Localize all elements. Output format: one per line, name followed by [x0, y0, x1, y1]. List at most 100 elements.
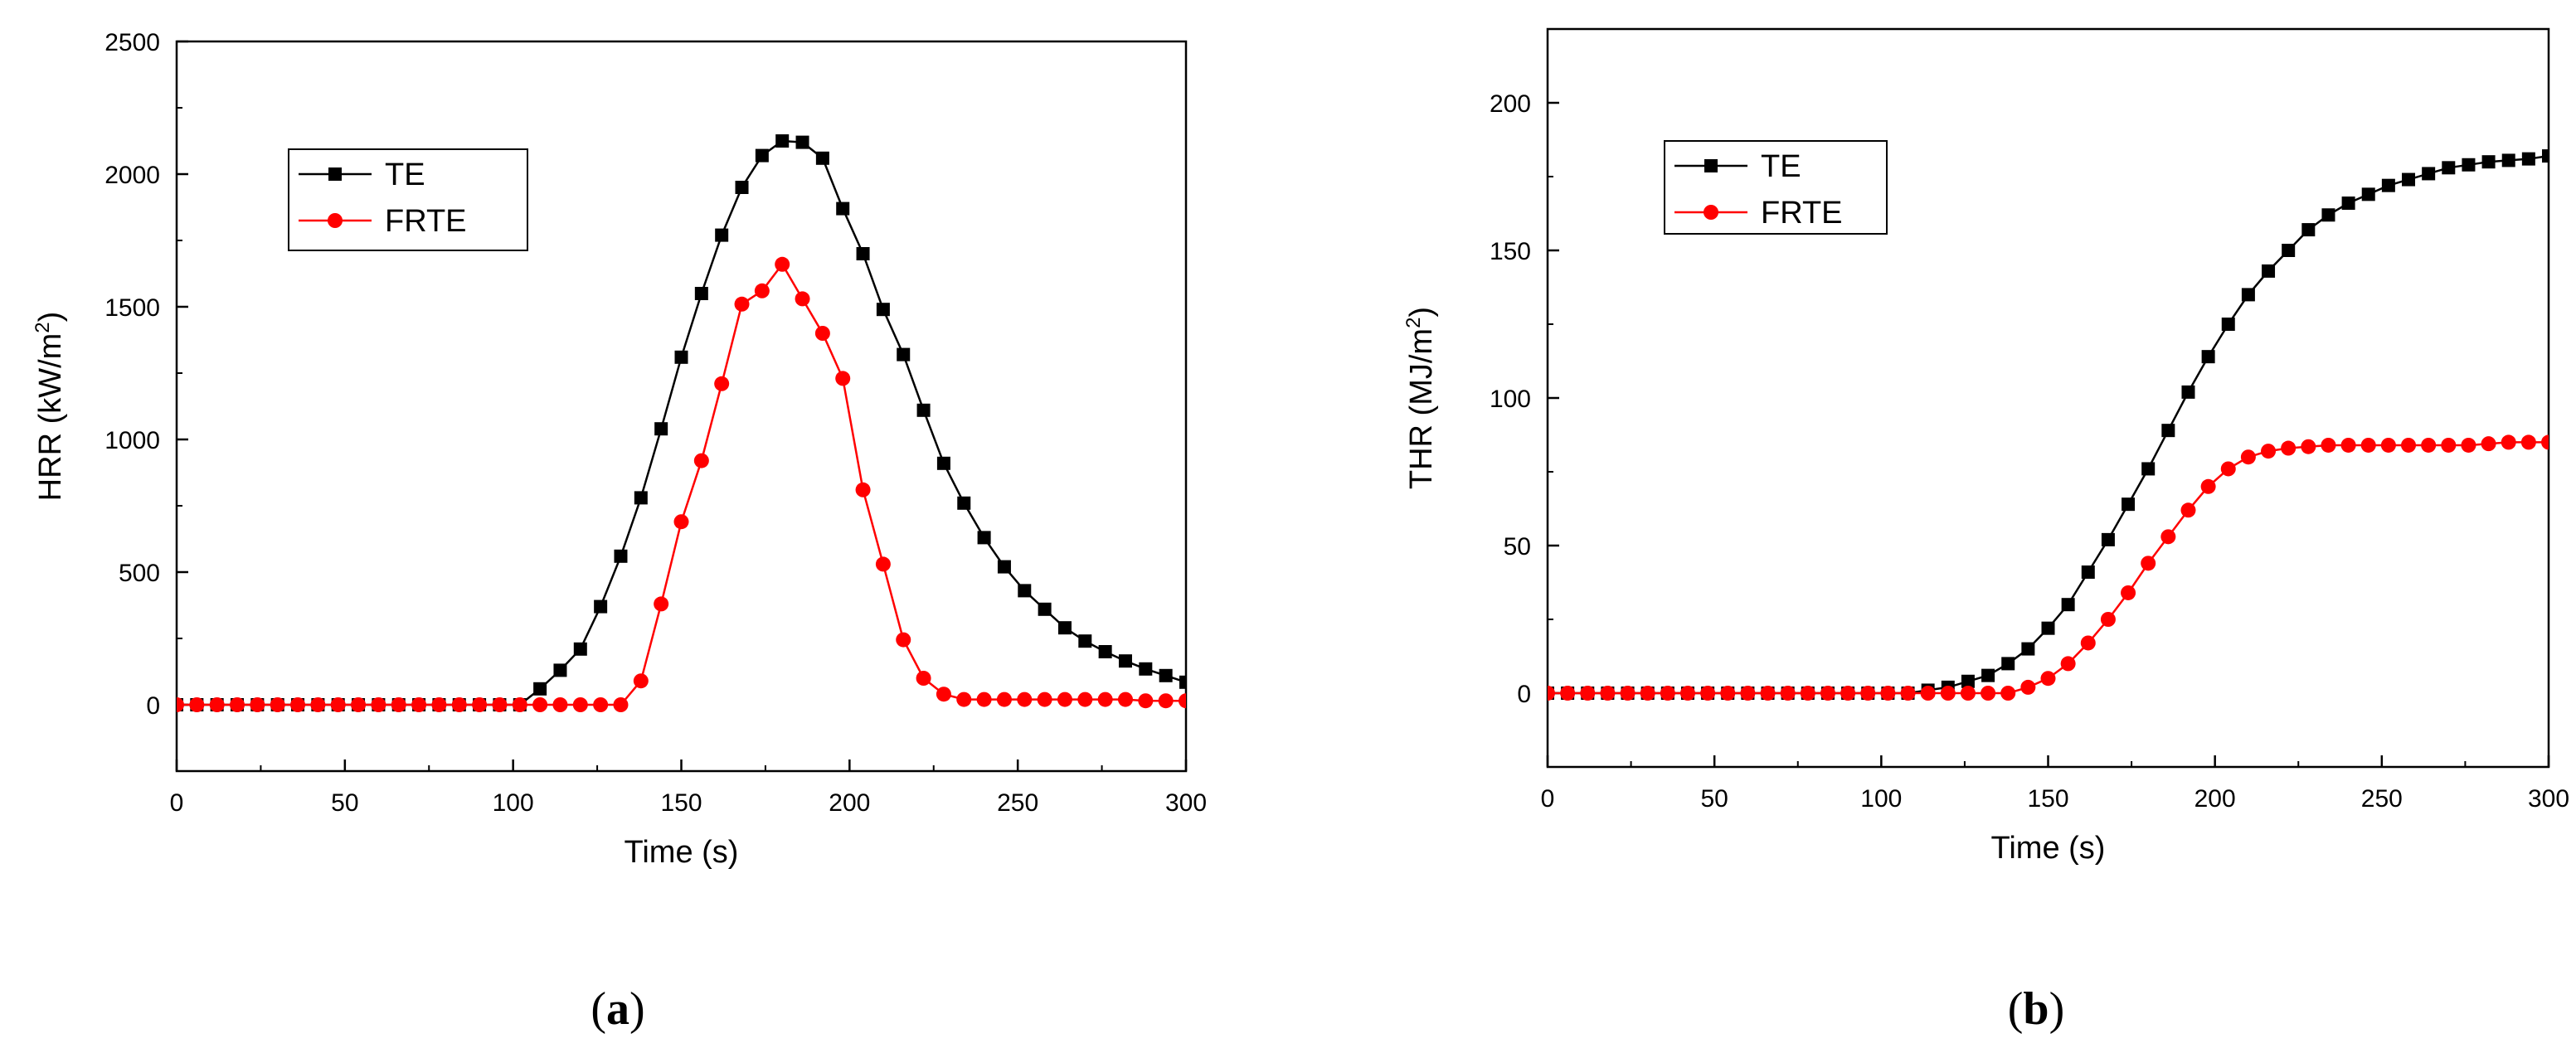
- data-point: [209, 697, 225, 712]
- data-point: [775, 256, 790, 272]
- x-axis: 0 50 100 150 200 250 300: [170, 759, 1207, 817]
- chart-panel-a: 0 50 100 150 200 250 300 0 500 1000 1500 2000 2500 Ti…: [32, 29, 1207, 1035]
- data-point: [2441, 437, 2457, 453]
- y-tick-label: 50: [1504, 533, 1531, 560]
- data-point: [735, 181, 749, 194]
- data-point: [2501, 153, 2515, 167]
- x-tick-label: 250: [997, 789, 1038, 817]
- data-point: [2340, 437, 2356, 453]
- data-point: [1600, 686, 1616, 701]
- data-point: [2262, 264, 2276, 278]
- data-point: [2541, 434, 2549, 450]
- data-point: [1660, 686, 1675, 701]
- data-point: [1078, 634, 1092, 648]
- data-point: [795, 135, 809, 149]
- y-tick-label: 2000: [104, 162, 160, 189]
- data-point: [2241, 288, 2255, 302]
- data-point: [2101, 532, 2115, 546]
- data-point: [613, 697, 629, 712]
- data-point: [835, 371, 851, 386]
- data-point: [2281, 440, 2297, 456]
- data-point: [814, 326, 830, 341]
- data-point: [230, 697, 245, 712]
- data-point: [1640, 686, 1655, 701]
- data-point: [2341, 197, 2355, 211]
- data-point: [1057, 691, 1072, 707]
- legend-marker-frte: [328, 213, 343, 228]
- data-point: [2122, 497, 2136, 512]
- data-point: [755, 148, 769, 163]
- data-point: [2282, 244, 2296, 257]
- data-point: [593, 697, 609, 712]
- plot-frame: [1546, 27, 2550, 769]
- data-point: [1179, 693, 1186, 709]
- series-line-frte: [1548, 441, 2549, 695]
- x-tick-label: 200: [2194, 785, 2236, 813]
- legend-marker-te: [328, 167, 342, 181]
- series-line-te: [1548, 154, 2549, 695]
- data-point: [1820, 686, 1835, 701]
- data-point: [2020, 679, 2036, 695]
- y-tick-label: 1500: [104, 294, 160, 322]
- data-point: [1077, 691, 1093, 707]
- data-point: [2501, 434, 2516, 450]
- data-point: [614, 549, 628, 563]
- data-point: [734, 296, 750, 312]
- data-point: [2181, 385, 2195, 399]
- data-point: [634, 491, 648, 505]
- x-tick-label: 150: [660, 789, 702, 817]
- data-point: [2161, 424, 2175, 438]
- data-point: [855, 482, 871, 497]
- data-point: [310, 697, 326, 712]
- series-frte: [177, 256, 1186, 712]
- data-point: [573, 642, 587, 656]
- data-point: [977, 531, 991, 545]
- legend: TE FRTE: [288, 148, 528, 251]
- data-point: [2041, 621, 2055, 635]
- data-point: [1117, 691, 1133, 707]
- data-point: [1098, 645, 1112, 658]
- data-point: [1920, 686, 1936, 701]
- data-point: [2240, 449, 2256, 465]
- data-point: [996, 691, 1012, 707]
- data-point: [1760, 686, 1776, 701]
- x-tick-label: 0: [1541, 785, 1555, 813]
- data-point: [1097, 691, 1113, 707]
- x-tick-label: 100: [1860, 785, 1902, 813]
- data-point: [1840, 686, 1856, 701]
- data-point: [2001, 657, 2015, 671]
- y-tick-label: 150: [1490, 238, 1531, 265]
- data-point: [2481, 436, 2496, 452]
- legend-label-frte: FRTE: [385, 204, 467, 239]
- data-point: [2360, 437, 2376, 453]
- data-point: [1560, 686, 1576, 701]
- data-point: [1981, 668, 1995, 682]
- data-point: [694, 287, 708, 300]
- data-point: [2220, 461, 2236, 477]
- data-point: [2381, 178, 2395, 192]
- data-point: [2180, 502, 2196, 518]
- data-point: [654, 422, 668, 436]
- data-point: [875, 556, 891, 572]
- data-point: [775, 134, 790, 148]
- data-point: [189, 697, 205, 712]
- data-point: [431, 697, 447, 712]
- data-point: [2141, 556, 2156, 571]
- x-tick-label: 250: [2361, 785, 2403, 813]
- data-point: [1800, 686, 1815, 701]
- data-point: [270, 697, 285, 712]
- data-point: [411, 697, 427, 712]
- data-point: [2221, 318, 2235, 331]
- data-point: [472, 697, 488, 712]
- data-point: [177, 697, 184, 712]
- data-point: [2542, 149, 2549, 163]
- data-point: [1940, 686, 1956, 701]
- data-point: [997, 560, 1011, 574]
- data-point: [2321, 208, 2335, 222]
- data-point: [2100, 612, 2116, 627]
- legend-box: [288, 148, 528, 251]
- data-point: [351, 697, 367, 712]
- data-point: [815, 151, 829, 165]
- data-point: [674, 350, 688, 364]
